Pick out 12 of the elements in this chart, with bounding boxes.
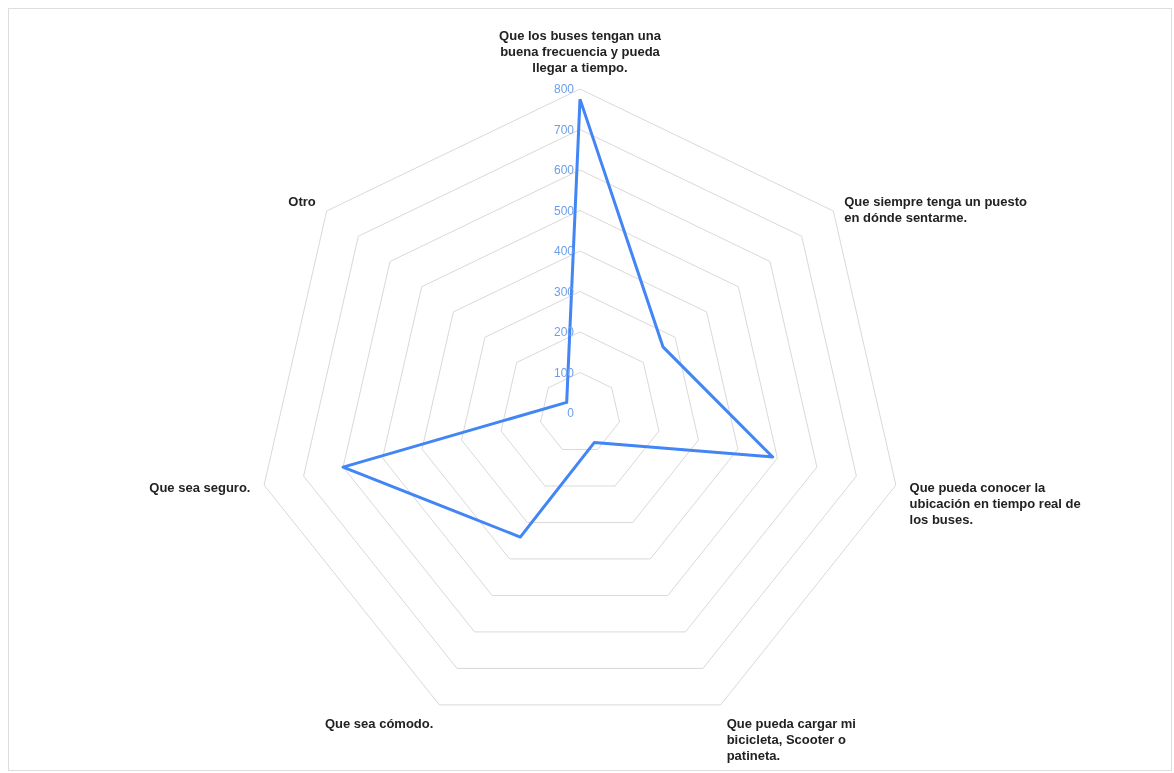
spoke-label: Que los buses tengan una buena frecuencia y pueda llegar a tiempo. xyxy=(499,28,662,75)
y-tick-label: 700 xyxy=(553,122,575,137)
y-tick-label: 600 xyxy=(553,163,575,177)
y-tick-label: 800 xyxy=(553,82,575,96)
y-tick-label: 500 xyxy=(553,203,575,218)
spoke-label: Que sea seguro. xyxy=(149,480,251,496)
spoke-label: Que pueda cargar mi bicicleta, Scooter o patineta. xyxy=(726,715,856,763)
y-tick-label: 0 xyxy=(567,406,575,420)
spoke-label: Otro xyxy=(288,194,316,210)
spoke-label: Que siempre tenga un puesto en dónde sentarme. xyxy=(844,194,1028,226)
spoke-label: Que sea cómodo. xyxy=(324,715,434,731)
spoke-label: Que pueda conocer la ubicación en tiempo real de los buses. xyxy=(909,480,1081,528)
